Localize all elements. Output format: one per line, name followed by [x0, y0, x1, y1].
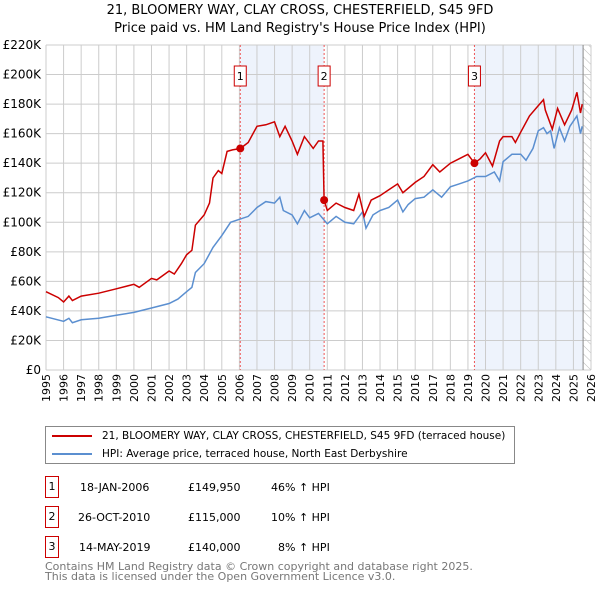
x-tick-label: 1997 [75, 374, 88, 402]
transaction-hpi: 46% ↑ HPI [271, 481, 330, 494]
transaction-date: 26-OCT-2010 [78, 511, 151, 524]
legend: 21, BLOOMERY WAY, CLAY CROSS, CHESTERFIE… [45, 426, 515, 464]
y-tick-label: £120K [3, 186, 43, 200]
sale-marker-label: 1 [237, 70, 244, 83]
transaction-badge: 3 [45, 536, 59, 558]
x-tick-label: 2009 [286, 374, 299, 402]
x-tick-label: 2002 [163, 374, 176, 402]
transaction-price: £140,000 [188, 541, 241, 554]
y-tick-label: £0 [26, 363, 41, 377]
x-tick-label: 2020 [480, 374, 493, 402]
transaction-badge: 2 [45, 506, 59, 528]
x-tick-label: 1996 [58, 374, 71, 402]
x-tick-label: 2025 [567, 374, 580, 402]
x-tick-label: 2000 [128, 374, 141, 402]
sale-point [470, 159, 479, 168]
legend-label-property: 21, BLOOMERY WAY, CLAY CROSS, CHESTERFIE… [102, 430, 506, 442]
x-tick-label: 2006 [233, 374, 246, 402]
transaction-badge: 1 [45, 476, 59, 498]
x-tick-label: 1999 [110, 374, 123, 402]
x-tick-label: 2005 [216, 374, 229, 402]
x-tick-label: 2022 [515, 374, 528, 402]
price-chart: 1995 1996 1997 1998 1999 2000 2001 2002 2003 2004… [3, 38, 598, 402]
transaction-date: 14-MAY-2019 [79, 541, 151, 554]
y-tick-label: £40K [10, 304, 42, 318]
sale-marker-box [233, 65, 247, 87]
transaction-date: 18-JAN-2006 [80, 481, 150, 494]
x-tick-label: 2010 [304, 374, 317, 402]
x-tick-label: 2012 [339, 374, 352, 402]
y-tick-label: £80K [10, 245, 42, 259]
x-tick-label: 2003 [181, 374, 194, 402]
x-tick-label: 2015 [392, 374, 405, 402]
x-tick-label: 2019 [462, 374, 475, 402]
x-tick-label: 2021 [497, 374, 510, 402]
y-tick-label: £140K [3, 156, 43, 170]
y-tick-label: £180K [3, 97, 43, 111]
x-tick-label: 1998 [93, 374, 106, 402]
x-tick-label: 2023 [532, 374, 545, 402]
footer-licence: This data is licensed under the Open Gov… [45, 570, 396, 583]
x-tick-label: 2014 [374, 374, 387, 402]
transaction-hpi: 8% ↑ HPI [278, 541, 330, 554]
y-tick-label: £160K [3, 127, 43, 141]
y-tick-label: £20K [10, 333, 42, 347]
x-tick-label: 2016 [409, 374, 422, 402]
footer-copyright: Contains HM Land Registry data © Crown c… [45, 560, 473, 573]
x-tick-label: 2001 [145, 374, 158, 402]
chart-title: 21, BLOOMERY WAY, CLAY CROSS, CHESTERFIE… [106, 3, 494, 18]
x-tick-label: 2011 [321, 374, 334, 402]
y-tick-label: £100K [3, 215, 43, 229]
transaction-hpi: 10% ↑ HPI [271, 511, 330, 524]
legend-label-hpi: HPI: Average price, terraced house, Nort… [102, 448, 408, 460]
legend-item-property: 21, BLOOMERY WAY, CLAY CROSS, CHESTERFIE… [46, 428, 505, 444]
sale-marker-label: 3 [471, 70, 478, 83]
transaction-price: £149,950 [188, 481, 241, 494]
legend-swatch-red [52, 435, 92, 437]
y-tick-label: £200K [3, 68, 43, 82]
x-tick-label: 1995 [40, 374, 53, 402]
transaction-price: £115,000 [188, 511, 241, 524]
legend-swatch-blue [52, 453, 92, 455]
sale-point [236, 144, 245, 153]
x-tick-label: 2026 [585, 374, 598, 402]
sale-point [320, 196, 329, 205]
forecast-hatch [583, 45, 591, 370]
x-tick-label: 2013 [356, 374, 369, 402]
sale-marker-box [467, 65, 481, 87]
x-tick-label: 2018 [444, 374, 457, 402]
x-tick-label: 2024 [550, 374, 563, 402]
x-tick-label: 2008 [269, 374, 282, 402]
legend-item-hpi: HPI: Average price, terraced house, Nort… [46, 446, 408, 462]
chart-subtitle: Price paid vs. HM Land Registry's House … [114, 21, 486, 36]
y-tick-label: £220K [3, 38, 43, 52]
sale-marker-label: 2 [321, 70, 328, 83]
x-tick-label: 2004 [198, 374, 211, 402]
sale-marker-box [317, 65, 331, 87]
x-tick-label: 2017 [427, 374, 440, 402]
y-tick-label: £60K [10, 274, 42, 288]
shaded-region [474, 45, 584, 370]
x-tick-label: 2007 [251, 374, 264, 402]
